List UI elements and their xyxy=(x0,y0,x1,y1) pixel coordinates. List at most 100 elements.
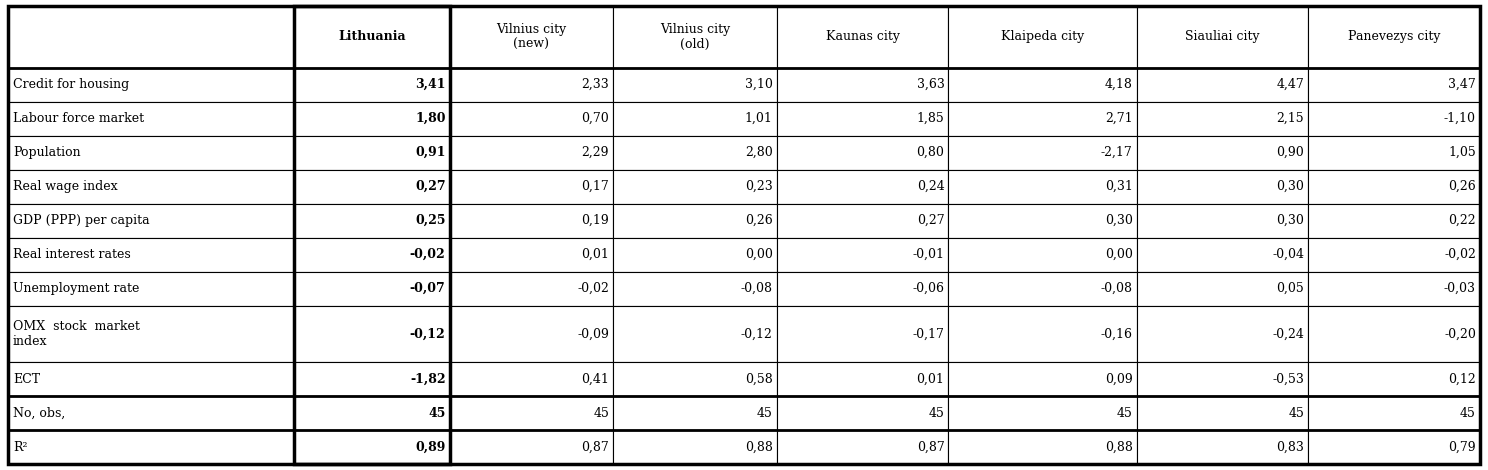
Bar xyxy=(295,102,449,136)
Text: 0,27: 0,27 xyxy=(917,214,945,227)
Bar xyxy=(295,136,449,170)
Bar xyxy=(1137,430,1308,464)
Bar xyxy=(613,68,777,102)
Bar xyxy=(7,396,295,430)
Bar xyxy=(1308,68,1481,102)
Text: 45: 45 xyxy=(757,407,772,420)
Bar xyxy=(613,362,777,396)
Bar xyxy=(948,396,1137,430)
Bar xyxy=(1308,204,1481,237)
Bar xyxy=(449,237,613,272)
Bar xyxy=(295,396,449,430)
Text: -0,20: -0,20 xyxy=(1445,327,1476,340)
Bar xyxy=(1308,102,1481,136)
Text: Kaunas city: Kaunas city xyxy=(826,31,900,43)
Bar xyxy=(1137,362,1308,396)
Text: -0,08: -0,08 xyxy=(1101,282,1132,295)
Text: 0,58: 0,58 xyxy=(745,373,772,385)
Text: 0,27: 0,27 xyxy=(415,180,445,193)
Text: -0,02: -0,02 xyxy=(577,282,609,295)
Bar xyxy=(613,237,777,272)
Bar xyxy=(449,306,613,362)
Bar xyxy=(613,6,777,68)
Bar xyxy=(449,362,613,396)
Text: -0,02: -0,02 xyxy=(409,248,445,261)
Text: 0,00: 0,00 xyxy=(745,248,772,261)
Text: 0,80: 0,80 xyxy=(917,146,945,159)
Text: -0,06: -0,06 xyxy=(912,282,945,295)
Bar xyxy=(7,102,295,136)
Text: 0,24: 0,24 xyxy=(917,180,945,193)
Bar xyxy=(777,170,948,204)
Bar xyxy=(1137,102,1308,136)
Bar xyxy=(295,237,449,272)
Bar xyxy=(295,362,449,396)
Text: -0,17: -0,17 xyxy=(912,327,945,340)
Text: 4,47: 4,47 xyxy=(1277,78,1305,91)
Bar xyxy=(295,170,449,204)
Text: Lithuania: Lithuania xyxy=(338,31,406,43)
Text: 0,17: 0,17 xyxy=(582,180,609,193)
Bar xyxy=(449,430,613,464)
Bar xyxy=(613,102,777,136)
Text: 4,18: 4,18 xyxy=(1104,78,1132,91)
Bar xyxy=(948,170,1137,204)
Text: 0,30: 0,30 xyxy=(1104,214,1132,227)
Text: 3,41: 3,41 xyxy=(415,78,445,91)
Bar xyxy=(7,430,295,464)
Text: 45: 45 xyxy=(429,407,445,420)
Text: GDP (PPP) per capita: GDP (PPP) per capita xyxy=(13,214,150,227)
Bar xyxy=(613,272,777,306)
Bar xyxy=(449,204,613,237)
Text: Unemployment rate: Unemployment rate xyxy=(13,282,140,295)
Bar xyxy=(449,102,613,136)
Bar xyxy=(948,237,1137,272)
Text: Vilnius city
(old): Vilnius city (old) xyxy=(659,23,731,51)
Text: 1,80: 1,80 xyxy=(415,112,445,125)
Text: 0,01: 0,01 xyxy=(582,248,609,261)
Bar xyxy=(948,272,1137,306)
Text: R²: R² xyxy=(13,440,27,454)
Bar xyxy=(777,272,948,306)
Bar xyxy=(449,396,613,430)
Text: -0,24: -0,24 xyxy=(1272,327,1305,340)
Bar xyxy=(613,430,777,464)
Bar xyxy=(295,272,449,306)
Text: Real interest rates: Real interest rates xyxy=(13,248,131,261)
Text: 45: 45 xyxy=(1289,407,1305,420)
Text: 2,80: 2,80 xyxy=(745,146,772,159)
Bar xyxy=(295,306,449,362)
Text: 0,90: 0,90 xyxy=(1277,146,1305,159)
Bar xyxy=(948,68,1137,102)
Bar xyxy=(948,102,1137,136)
Text: -0,07: -0,07 xyxy=(409,282,445,295)
Bar xyxy=(777,430,948,464)
Text: 0,26: 0,26 xyxy=(745,214,772,227)
Bar xyxy=(1308,362,1481,396)
Bar xyxy=(948,362,1137,396)
Text: Vilnius city
(new): Vilnius city (new) xyxy=(497,23,567,51)
Bar xyxy=(7,362,295,396)
Text: 0,83: 0,83 xyxy=(1277,440,1305,454)
Bar xyxy=(7,204,295,237)
Text: 0,88: 0,88 xyxy=(1104,440,1132,454)
Text: 45: 45 xyxy=(594,407,609,420)
Text: 0,05: 0,05 xyxy=(1277,282,1305,295)
Text: 0,19: 0,19 xyxy=(582,214,609,227)
Bar xyxy=(1308,306,1481,362)
Bar xyxy=(295,204,449,237)
Bar xyxy=(948,136,1137,170)
Bar xyxy=(613,306,777,362)
Text: 0,88: 0,88 xyxy=(745,440,772,454)
Text: 0,12: 0,12 xyxy=(1448,373,1476,385)
Text: 0,01: 0,01 xyxy=(917,373,945,385)
Text: 3,63: 3,63 xyxy=(917,78,945,91)
Text: Klaipeda city: Klaipeda city xyxy=(1001,31,1085,43)
Bar xyxy=(777,204,948,237)
Bar xyxy=(1308,170,1481,204)
Text: -0,01: -0,01 xyxy=(912,248,945,261)
Bar xyxy=(777,362,948,396)
Bar xyxy=(777,306,948,362)
Text: No, obs,: No, obs, xyxy=(13,407,65,420)
Bar xyxy=(777,237,948,272)
